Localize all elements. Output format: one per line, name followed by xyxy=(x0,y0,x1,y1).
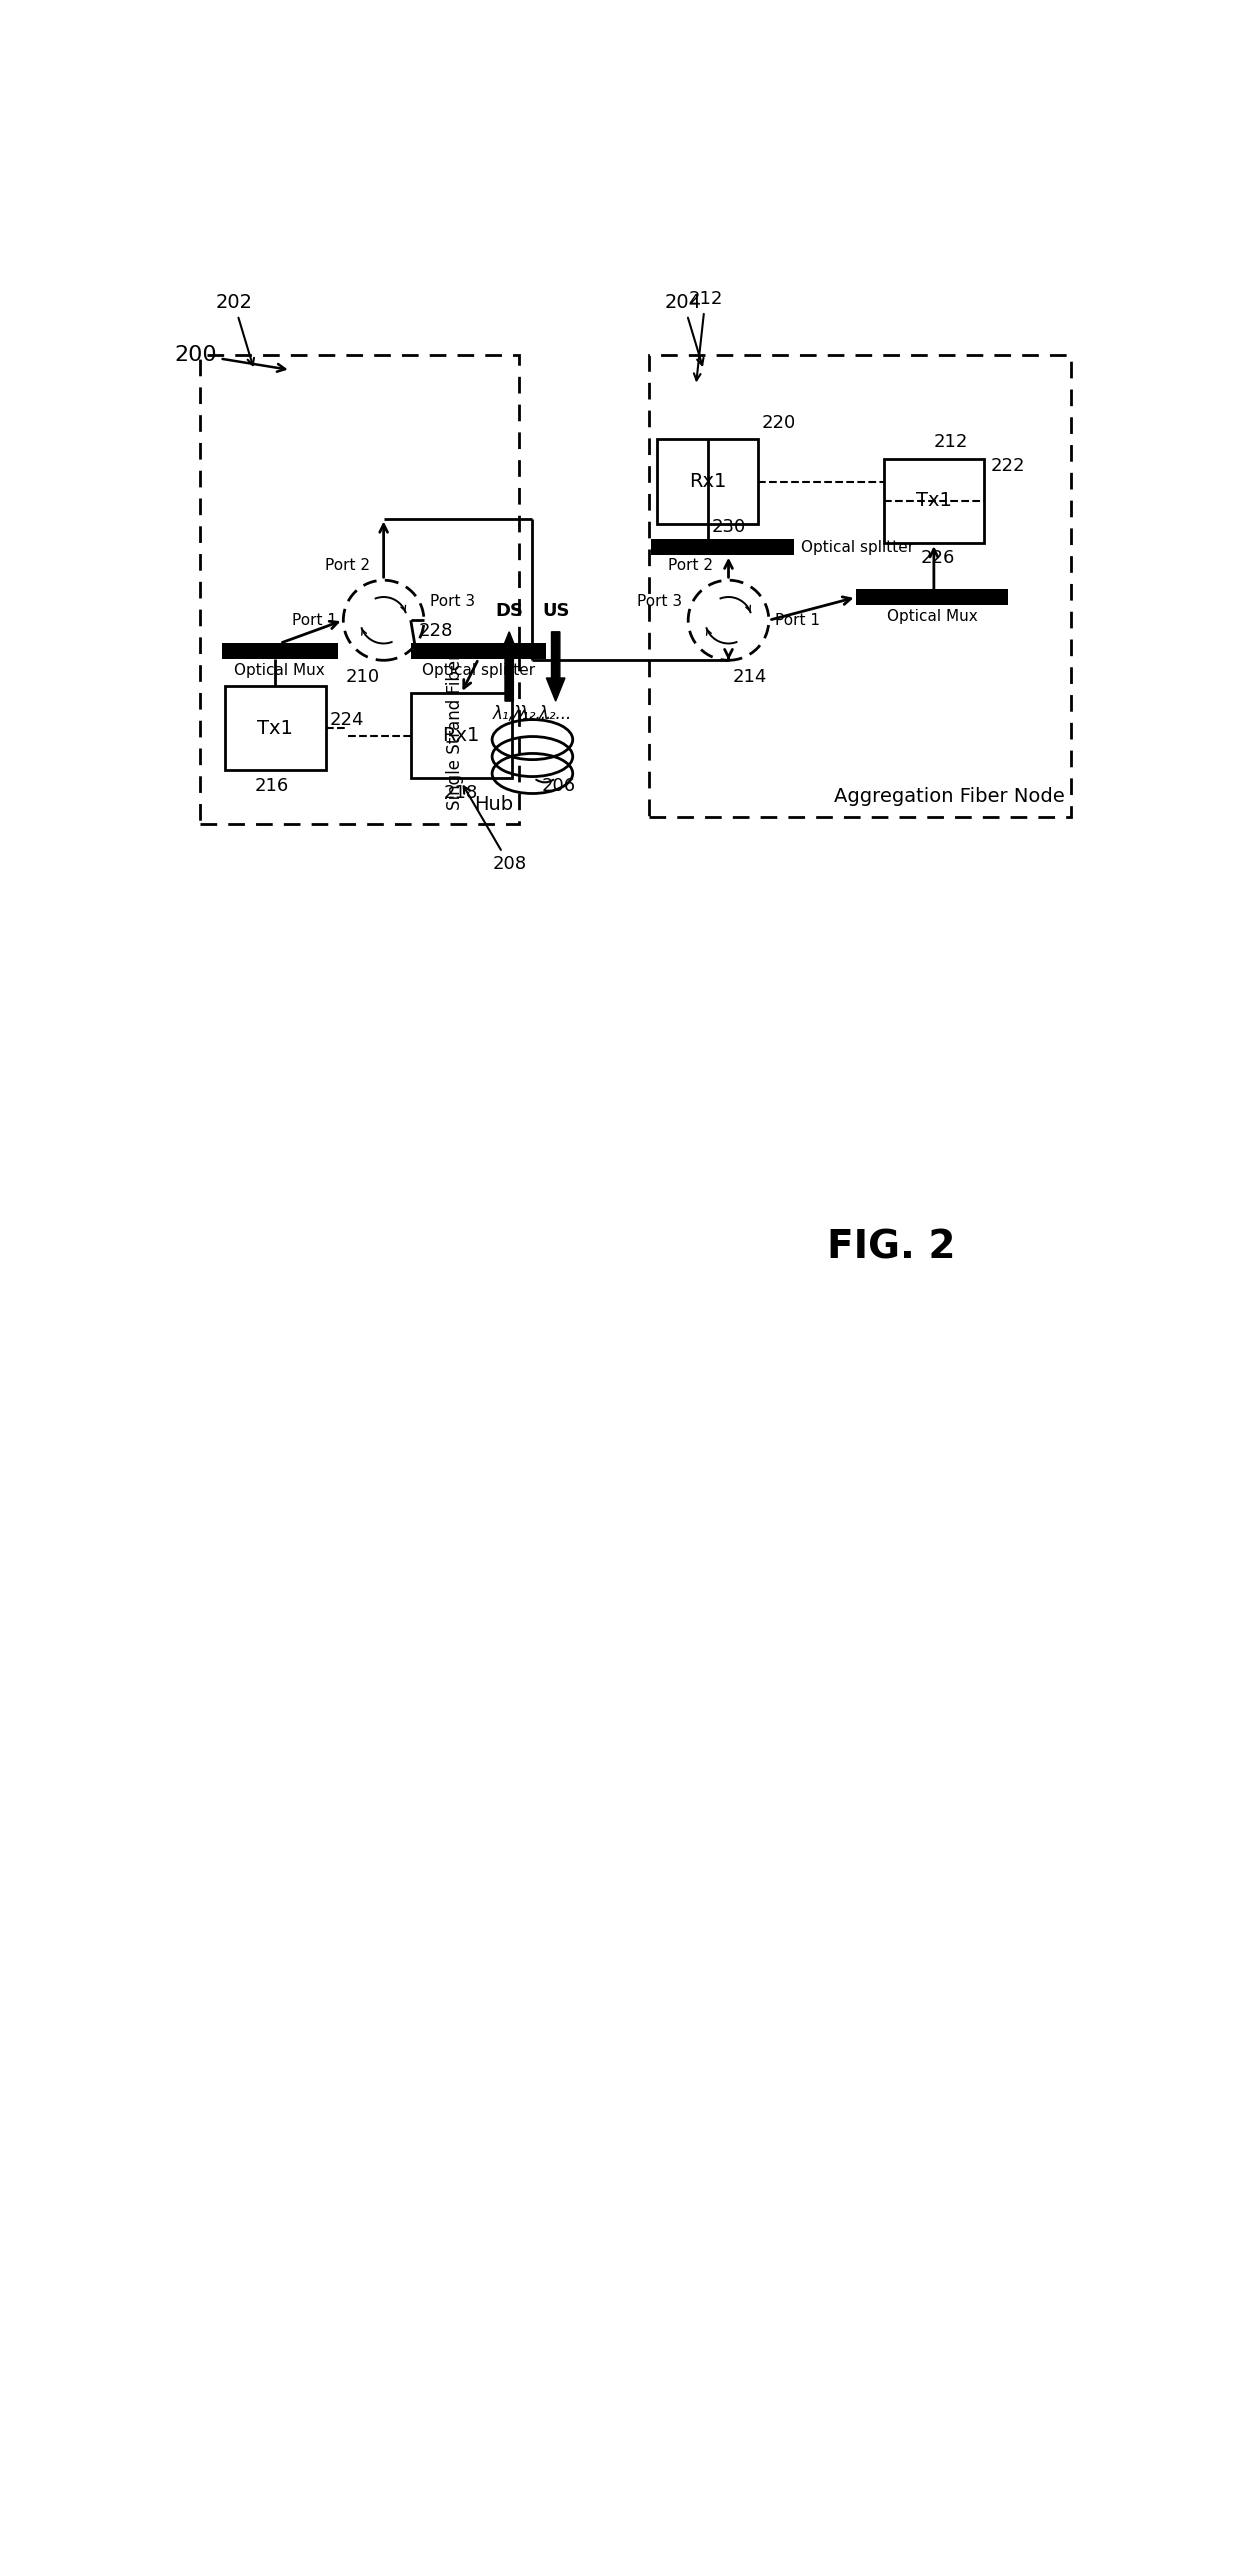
Text: 206: 206 xyxy=(542,776,575,794)
Bar xyxy=(410,642,547,658)
Bar xyxy=(883,457,985,542)
Bar xyxy=(224,686,325,771)
Text: Port 1: Port 1 xyxy=(293,612,337,627)
Text: Port 2: Port 2 xyxy=(668,558,713,573)
Text: 230: 230 xyxy=(712,517,745,535)
Text: 202: 202 xyxy=(216,293,254,365)
Polygon shape xyxy=(547,632,565,702)
Text: 224: 224 xyxy=(330,712,363,730)
Text: Optical Mux: Optical Mux xyxy=(887,609,977,625)
Bar xyxy=(650,355,1071,817)
Text: Aggregation Fiber Node: Aggregation Fiber Node xyxy=(835,786,1065,807)
Bar xyxy=(657,439,758,524)
Text: 212: 212 xyxy=(934,432,968,450)
Text: Port 1: Port 1 xyxy=(775,612,820,627)
Text: λ₁, λ₂...: λ₁, λ₂... xyxy=(513,704,573,722)
Bar xyxy=(200,355,520,825)
Polygon shape xyxy=(500,632,518,702)
Text: Tx1: Tx1 xyxy=(257,720,293,738)
Text: λ₁, λ₂...: λ₁, λ₂... xyxy=(492,704,552,722)
Text: 214: 214 xyxy=(733,668,766,686)
Text: Optical Mux: Optical Mux xyxy=(234,663,325,678)
Text: 228: 228 xyxy=(419,622,453,640)
Bar xyxy=(857,589,1007,604)
Text: 220: 220 xyxy=(761,414,796,432)
Text: Port 3: Port 3 xyxy=(430,594,475,609)
Text: 200: 200 xyxy=(175,344,285,373)
Text: 210: 210 xyxy=(346,668,379,686)
Text: Single Strand Fiber: Single Strand Fiber xyxy=(446,653,464,810)
Text: Optical splitter: Optical splitter xyxy=(801,540,914,555)
Bar xyxy=(222,642,337,658)
Text: 204: 204 xyxy=(665,293,703,365)
Text: 226: 226 xyxy=(920,550,955,568)
Text: 212: 212 xyxy=(688,290,723,380)
Text: 216: 216 xyxy=(254,776,289,794)
Bar xyxy=(651,540,795,555)
Text: 222: 222 xyxy=(991,457,1025,475)
Text: Rx1: Rx1 xyxy=(443,727,480,745)
Bar xyxy=(410,694,511,779)
Text: 218: 218 xyxy=(444,784,479,802)
Text: Port 2: Port 2 xyxy=(325,558,370,573)
Text: Hub: Hub xyxy=(474,794,513,815)
Text: DS: DS xyxy=(495,601,523,619)
Text: Port 3: Port 3 xyxy=(637,594,682,609)
Text: Rx1: Rx1 xyxy=(689,473,727,491)
Text: Tx1: Tx1 xyxy=(916,491,952,511)
Text: US: US xyxy=(542,601,569,619)
Text: Optical splitter: Optical splitter xyxy=(422,663,536,678)
Text: FIG. 2: FIG. 2 xyxy=(827,1228,956,1267)
Text: 208: 208 xyxy=(464,786,526,874)
